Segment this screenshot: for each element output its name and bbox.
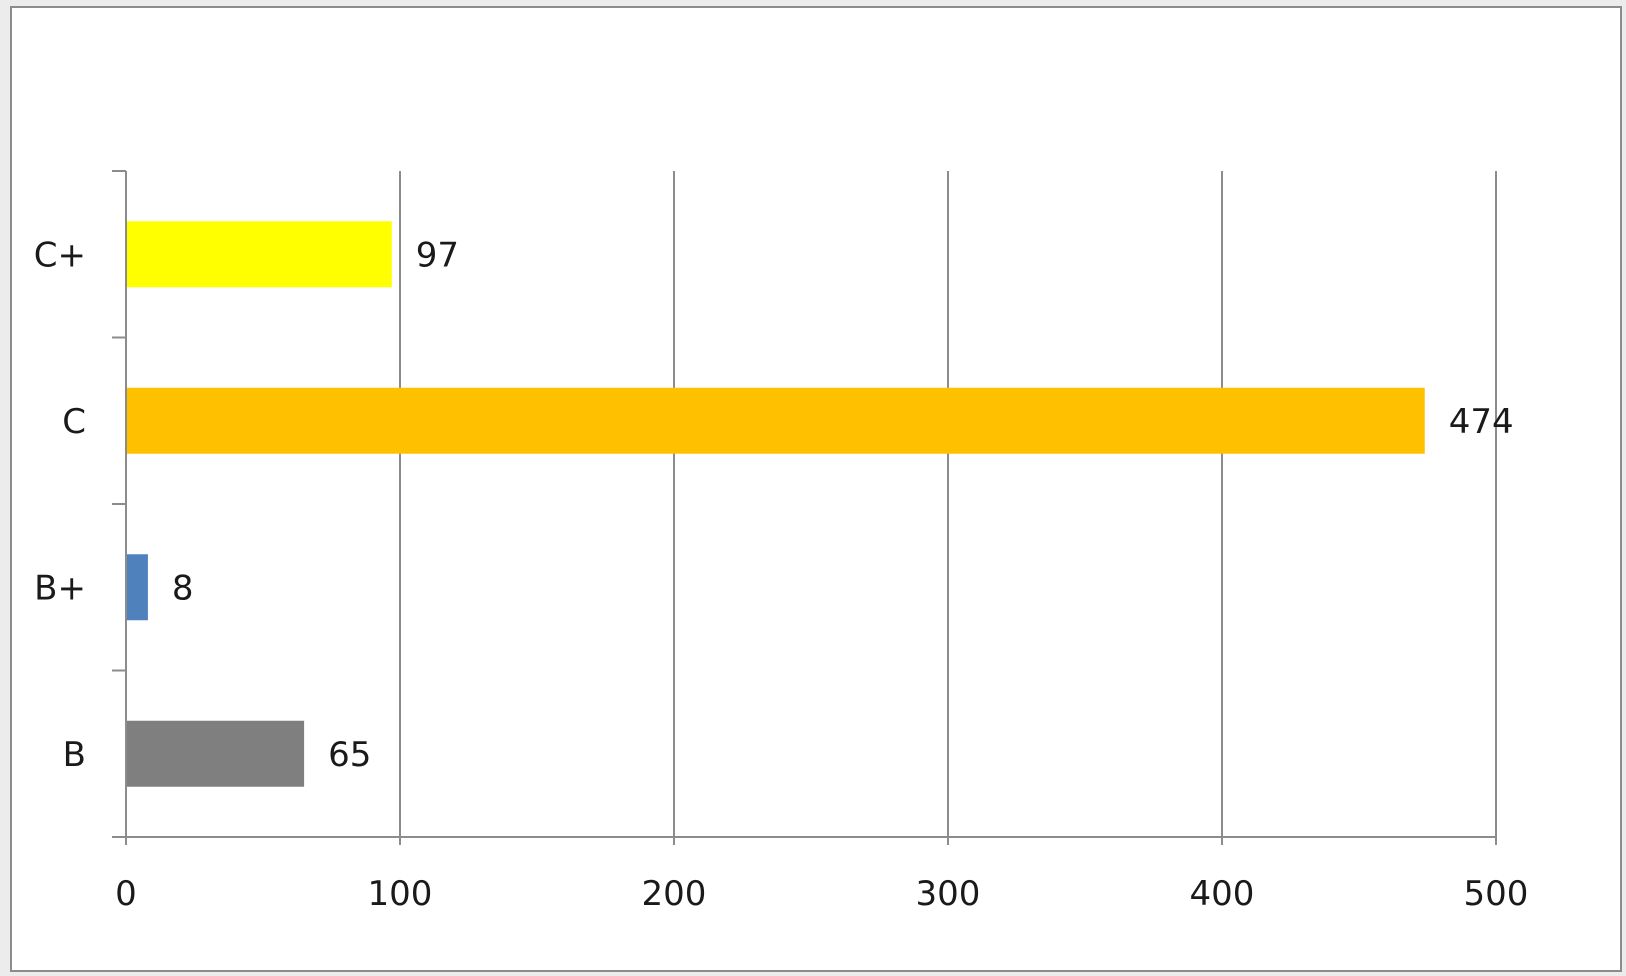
bar-chart: 0 100 200 300 400 500 B 65 B+ 8 C 474 C+ 97 xyxy=(34,170,1529,914)
category-label: C xyxy=(62,402,86,442)
bars xyxy=(126,221,1425,787)
category-label: C+ xyxy=(34,235,86,275)
data-label: 97 xyxy=(416,235,459,275)
data-label: 474 xyxy=(1449,402,1514,442)
labels: 0 100 200 300 400 500 B 65 B+ 8 C 474 C+ 97 xyxy=(34,235,1529,914)
chart-frame: 0 100 200 300 400 500 B 65 B+ 8 C 474 C+ 97 xyxy=(10,6,1622,972)
data-label: 65 xyxy=(328,735,371,775)
data-label: 8 xyxy=(172,568,194,608)
x-tick-label: 0 xyxy=(115,874,137,914)
bar-c-plus xyxy=(126,221,392,288)
category-label: B xyxy=(63,735,86,775)
bar-b xyxy=(126,720,305,787)
axes xyxy=(112,170,1497,845)
category-label: B+ xyxy=(34,568,86,608)
x-tick-label: 200 xyxy=(642,874,707,914)
x-tick-label: 500 xyxy=(1464,874,1529,914)
bar-c xyxy=(126,387,1425,454)
x-tick-label: 400 xyxy=(1190,874,1255,914)
x-tick-label: 100 xyxy=(368,874,433,914)
gridlines xyxy=(399,171,1497,837)
bar-b-plus xyxy=(126,554,148,621)
x-tick-label: 300 xyxy=(916,874,981,914)
